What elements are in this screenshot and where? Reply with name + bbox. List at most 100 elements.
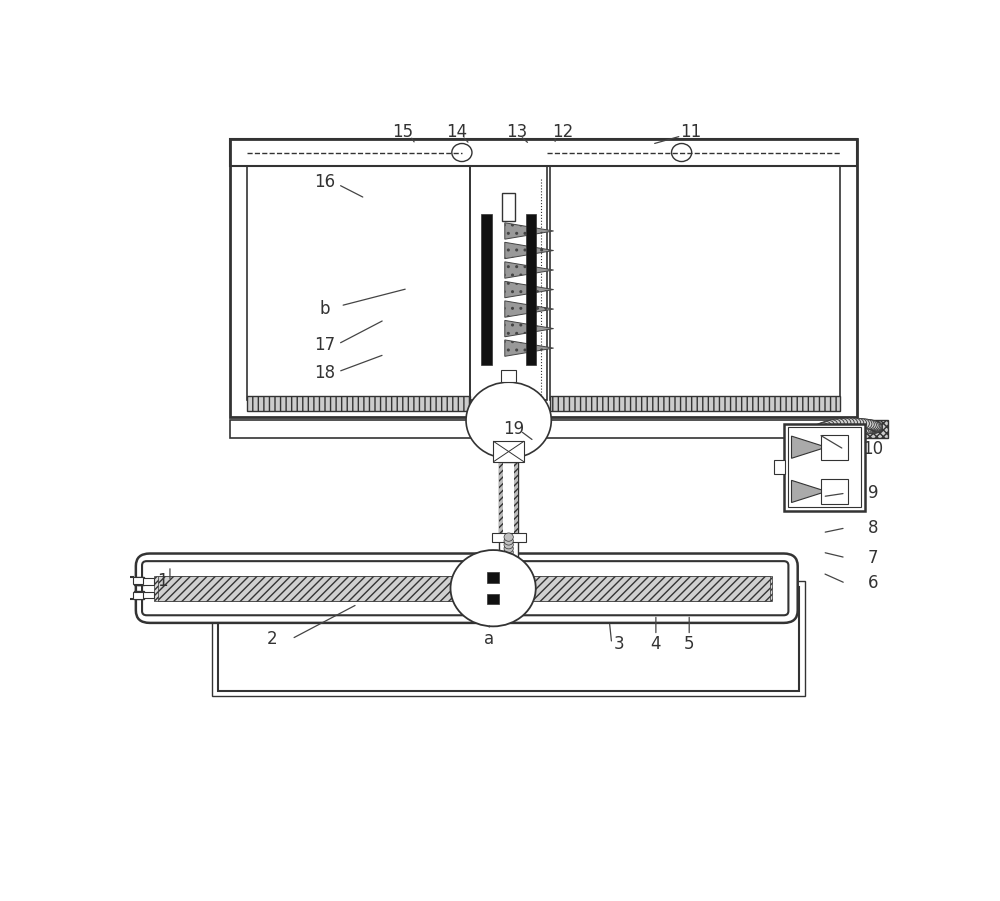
Text: 10: 10 [862,441,883,459]
Bar [499,535,518,581]
Circle shape [504,548,513,557]
Circle shape [800,437,811,447]
Circle shape [869,421,880,431]
Polygon shape [505,242,554,259]
Text: 3: 3 [614,634,625,652]
Text: 19: 19 [503,420,525,438]
Bar [134,591,144,599]
Circle shape [809,426,820,436]
Circle shape [871,423,882,432]
Circle shape [504,560,513,568]
Polygon shape [505,223,554,239]
Bar [247,396,470,411]
Circle shape [504,552,513,560]
Polygon shape [792,480,826,503]
Bar [499,462,518,535]
Polygon shape [505,340,554,356]
Bar [857,420,888,438]
Text: 11: 11 [680,123,701,141]
Bar [550,166,840,399]
Bar [784,423,865,511]
Circle shape [805,430,815,440]
Polygon shape [792,436,826,459]
Text: 17: 17 [314,336,336,354]
Circle shape [837,418,848,428]
Circle shape [504,563,513,572]
Bar [821,479,848,504]
Bar [230,420,857,438]
Circle shape [823,421,834,430]
Polygon shape [505,281,554,297]
Text: 7: 7 [868,549,878,567]
Bar [514,462,518,535]
Text: 18: 18 [314,364,336,382]
Bar [492,533,526,542]
Text: a: a [484,630,494,648]
Bar [487,572,499,583]
Bar [550,396,840,411]
Text: 13: 13 [506,123,527,141]
Bar [487,594,499,605]
Bar [142,578,154,585]
Circle shape [866,420,876,430]
Circle shape [801,434,812,444]
Bar [501,369,516,382]
Text: b: b [320,300,330,318]
Text: 5: 5 [684,634,694,652]
Text: 12: 12 [552,123,574,141]
Circle shape [847,418,858,428]
Text: 8: 8 [868,519,878,537]
Bar [481,214,492,365]
Circle shape [504,537,513,545]
Bar [230,140,857,166]
Text: 14: 14 [446,123,467,141]
Circle shape [820,422,831,431]
Text: 15: 15 [392,123,413,141]
Circle shape [870,423,880,433]
Circle shape [504,544,513,552]
Circle shape [817,423,828,432]
Bar [502,194,515,222]
Circle shape [866,424,877,433]
Text: 4: 4 [651,634,661,652]
Text: 1: 1 [157,572,168,590]
Circle shape [807,428,818,438]
Circle shape [860,424,871,434]
Circle shape [872,422,882,432]
Circle shape [799,440,810,450]
Circle shape [867,420,878,430]
Circle shape [863,424,874,433]
Polygon shape [505,301,554,317]
Circle shape [830,419,841,429]
Circle shape [843,418,854,428]
Circle shape [504,556,513,564]
FancyBboxPatch shape [136,553,798,623]
Circle shape [853,418,864,428]
Circle shape [812,425,822,434]
Bar [499,462,503,535]
Circle shape [504,533,513,542]
Circle shape [504,575,513,583]
Bar [493,441,524,462]
Bar [470,166,547,399]
Bar [133,578,143,584]
Bar [142,592,154,598]
Bar [133,592,143,599]
Bar [154,576,772,601]
Circle shape [871,422,882,432]
Text: 6: 6 [868,574,878,592]
Bar [218,587,799,691]
Bar [134,578,144,586]
Circle shape [859,419,869,429]
Polygon shape [505,321,554,337]
Circle shape [814,423,825,433]
Text: 16: 16 [314,173,336,191]
Circle shape [850,418,861,428]
Bar [212,581,805,696]
FancyBboxPatch shape [142,561,788,615]
Bar [247,166,470,399]
Circle shape [861,419,872,429]
Circle shape [871,423,882,432]
Bar [158,576,770,601]
Text: 2: 2 [267,630,278,648]
